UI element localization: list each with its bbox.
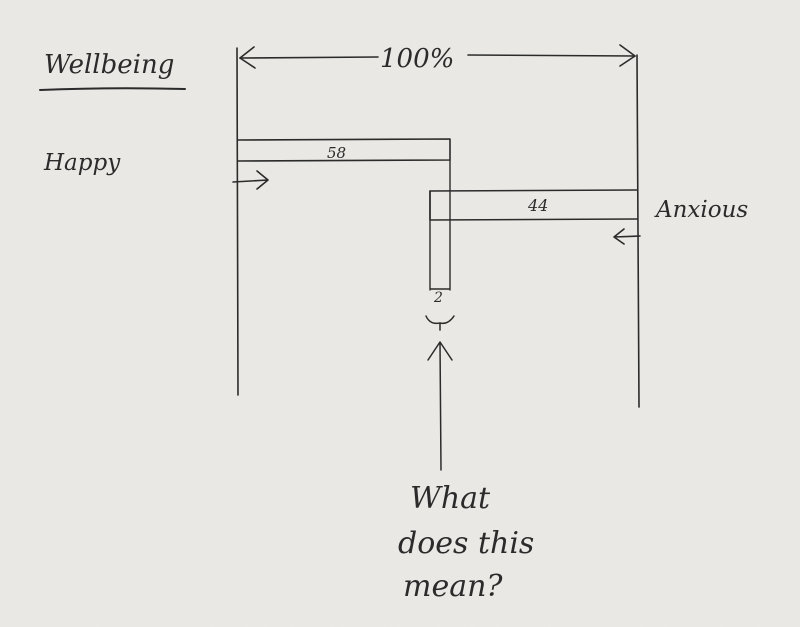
total-label: 100% [380,44,454,74]
anxious-label: Anxious [654,197,748,223]
question-pointer-arrow [427,341,453,471]
question-line-1: What [410,481,491,516]
happy-label: Happy [43,150,121,176]
total-span-arrow-right [467,54,636,57]
title-underline [39,87,186,91]
anxious-value: 44 [527,196,548,215]
overlap-value: 2 [433,290,443,306]
happy-value: 58 [327,144,346,162]
left-arrowhead [239,46,256,69]
left-boundary-line [236,47,239,396]
right-boundary-line [636,54,640,408]
overlap-strip [429,159,451,291]
happy-direction-arrow [232,170,269,190]
question-line-2: does this [398,526,534,561]
total-span-arrow-left [239,56,379,59]
happy-bar [237,138,451,162]
overlap-brace [425,315,455,331]
right-arrowhead [619,44,636,67]
diagram-title: Wellbeing [44,50,174,80]
question-line-3: mean? [403,569,503,604]
anxious-direction-arrow [613,228,641,245]
